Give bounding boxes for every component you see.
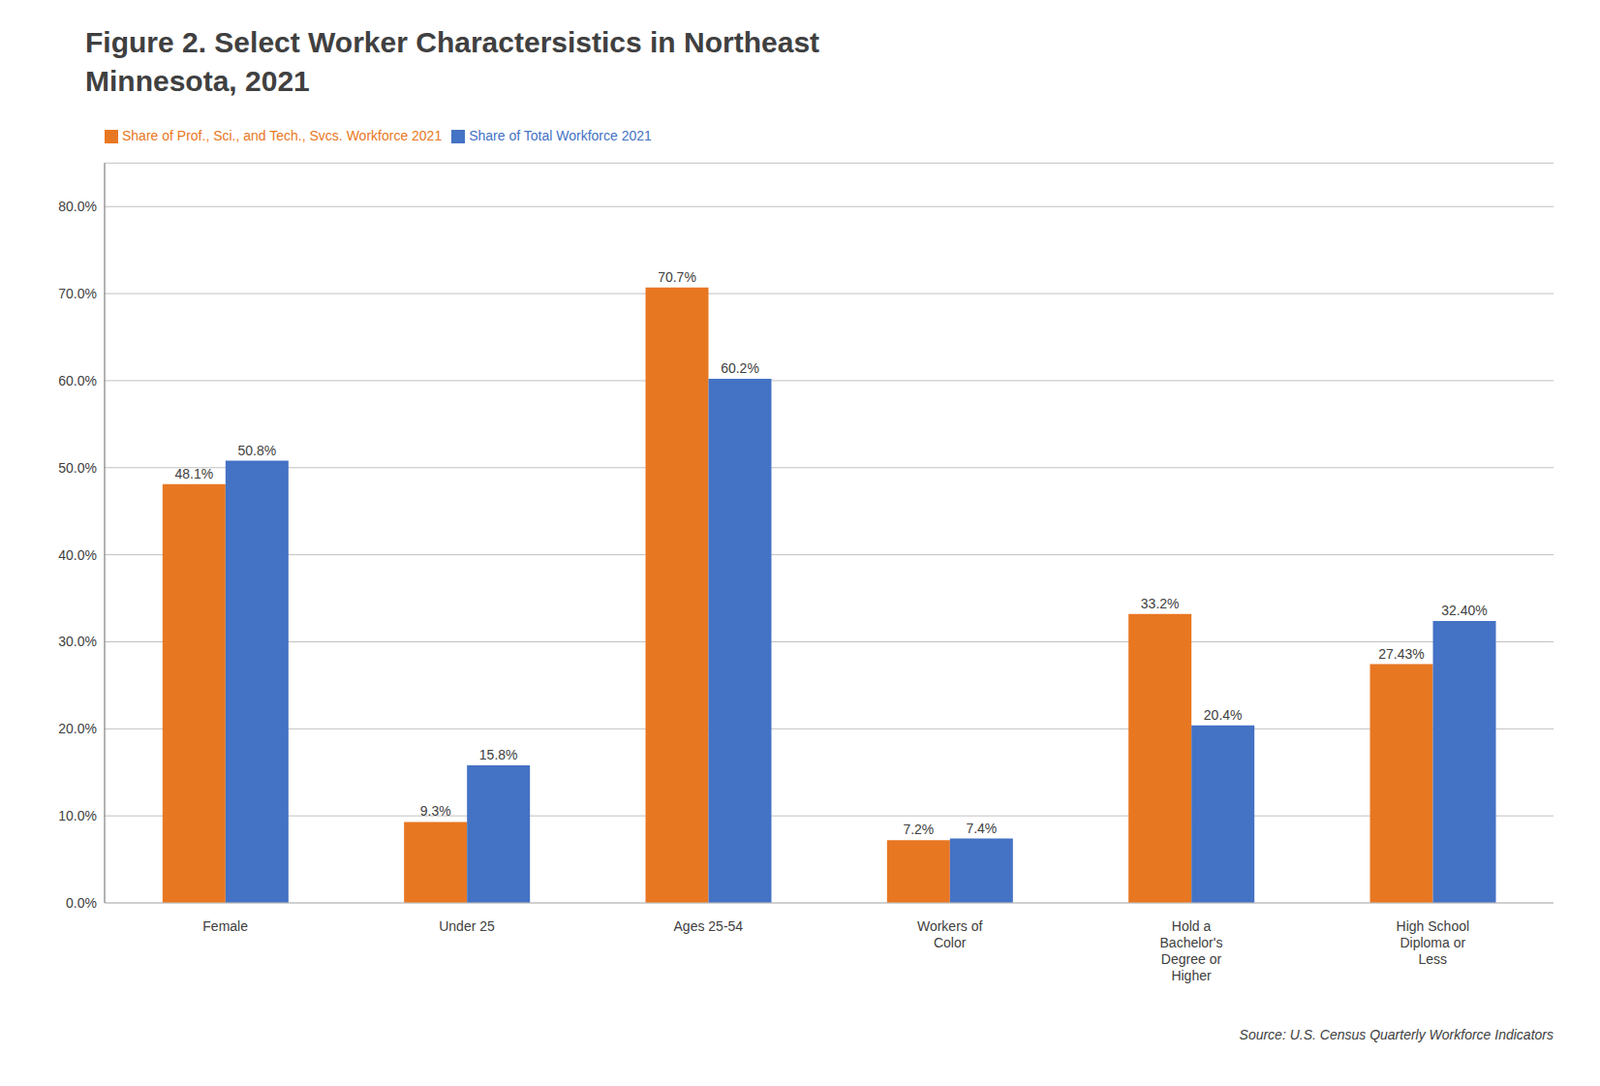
svg-text:70.7%: 70.7% xyxy=(657,269,697,285)
svg-text:Hold aBachelor'sDegree orHighe: Hold aBachelor'sDegree orHigher xyxy=(1160,918,1224,983)
svg-text:9.3%: 9.3% xyxy=(420,802,452,819)
svg-text:High SchoolDiploma orLess: High SchoolDiploma orLess xyxy=(1396,918,1471,967)
svg-text:20.0%: 20.0% xyxy=(58,720,97,737)
svg-text:10.0%: 10.0% xyxy=(58,807,97,824)
svg-text:27.43%: 27.43% xyxy=(1378,646,1424,662)
svg-text:Female: Female xyxy=(202,918,248,934)
html-text:Share of Prof., Sci., and Tech: Share of Prof., Sci., and Tech., Svcs. W… xyxy=(122,127,442,144)
svg-text:60.0%: 60.0% xyxy=(58,372,97,389)
svg-text:48.1%: 48.1% xyxy=(174,465,214,482)
svg-text:50.0%: 50.0% xyxy=(58,460,97,476)
html-text:Minnesota, 2021: Minnesota, 2021 xyxy=(85,64,310,97)
html-text:Source: U.S. Census Quarterly: Source: U.S. Census Quarterly Workforce … xyxy=(1239,1026,1554,1043)
html-text:Figure 2. Select Worker Charac: Figure 2. Select Worker Charactersistics… xyxy=(85,26,820,59)
svg-text:Workers ofColor: Workers ofColor xyxy=(917,918,984,951)
html-text:Share of Total Workforce 2021: Share of Total Workforce 2021 xyxy=(468,127,652,144)
svg-text:50.8%: 50.8% xyxy=(237,442,277,459)
svg-text:33.2%: 33.2% xyxy=(1140,595,1180,612)
svg-text:30.0%: 30.0% xyxy=(58,633,97,649)
svg-text:60.2%: 60.2% xyxy=(720,360,760,376)
svg-text:0.0%: 0.0% xyxy=(65,894,97,911)
svg-text:40.0%: 40.0% xyxy=(58,547,97,563)
svg-text:Ages 25-54: Ages 25-54 xyxy=(674,918,744,934)
svg-text:70.0%: 70.0% xyxy=(58,285,97,302)
svg-text:7.4%: 7.4% xyxy=(965,820,997,836)
svg-text:Under 25: Under 25 xyxy=(438,918,495,934)
svg-text:80.0%: 80.0% xyxy=(58,198,97,215)
svg-text:15.8%: 15.8% xyxy=(479,746,519,763)
svg-text:32.40%: 32.40% xyxy=(1441,602,1487,618)
svg-text:20.4%: 20.4% xyxy=(1203,707,1243,723)
svg-text:7.2%: 7.2% xyxy=(902,821,934,837)
